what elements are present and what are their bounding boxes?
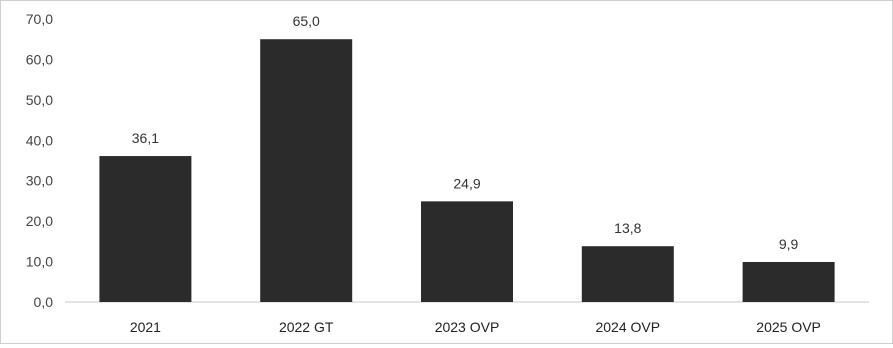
y-tick-label: 30,0 <box>26 173 53 189</box>
x-axis: 2021 2022 GT 2023 OVP 2024 OVP 2025 OVP <box>130 319 821 335</box>
x-tick-label: 2025 OVP <box>756 319 821 335</box>
value-labels: 36,1 65,0 24,9 13,8 9,9 <box>132 13 799 252</box>
y-tick-label: 40,0 <box>26 132 53 148</box>
y-tick-label: 70,0 <box>26 11 53 27</box>
data-label: 9,9 <box>779 236 799 252</box>
bar <box>742 261 835 302</box>
y-tick-label: 60,0 <box>26 51 53 67</box>
data-label: 65,0 <box>293 13 320 29</box>
bar <box>99 156 192 302</box>
y-tick-label: 0,0 <box>34 294 54 310</box>
y-tick-label: 10,0 <box>26 254 53 270</box>
y-tick-label: 50,0 <box>26 92 53 108</box>
x-tick-label: 2022 GT <box>279 319 334 335</box>
data-label: 24,9 <box>453 175 480 191</box>
x-tick-label: 2023 OVP <box>435 319 500 335</box>
bars <box>99 39 835 302</box>
y-tick-label: 20,0 <box>26 213 53 229</box>
data-label: 13,8 <box>614 220 641 236</box>
bar <box>581 246 674 302</box>
data-label: 36,1 <box>132 130 159 146</box>
x-tick-label: 2021 <box>130 319 161 335</box>
bar <box>260 39 353 302</box>
bar <box>421 201 513 302</box>
x-tick-label: 2024 OVP <box>595 319 660 335</box>
